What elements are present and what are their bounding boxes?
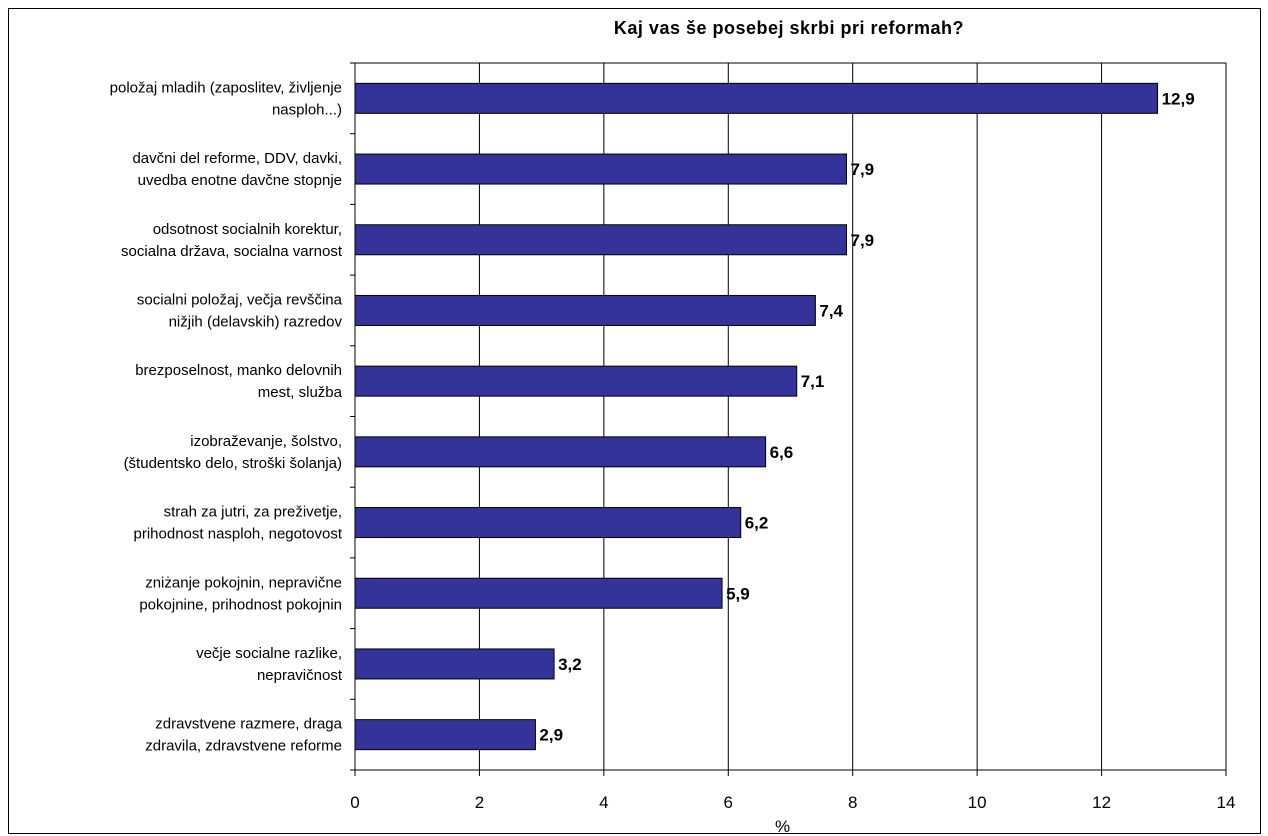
category-label: prihodnost nasploh, negotovost [134,526,343,543]
bar-value-label: 7,9 [850,231,874,250]
category-label: večje socialne razlike, [196,645,342,662]
bar-value-label: 7,1 [801,372,825,391]
category-label: nepravičnost [257,667,343,684]
category-label: zdravila, zdravstvene reforme [145,738,342,755]
bar [355,649,554,679]
category-label: nižjih (delavskih) razredov [169,313,343,330]
bar [355,437,766,467]
x-tick-label: 12 [1092,793,1111,812]
bar-value-label: 7,4 [819,301,843,320]
x-tick-label: 4 [599,793,608,812]
x-tick-label: 8 [848,793,857,812]
category-label: nasploh...) [272,101,342,118]
x-tick-label: 2 [475,793,484,812]
category-label: pokojnine, prihodnost pokojnin [139,596,342,613]
category-label: mest, služba [258,384,343,401]
x-tick-label: 6 [724,793,733,812]
bar-value-label: 3,2 [558,655,582,674]
bar-value-label: 12,9 [1162,89,1195,108]
x-tick-label: 10 [968,793,987,812]
category-label: položaj mladih (zaposlitev, življenje [110,79,342,96]
category-label: strah za jutri, za preživetje, [164,504,342,521]
bar [355,508,741,538]
category-label: izobraževanje, šolstvo, [190,433,342,450]
x-tick-label: 14 [1217,793,1236,812]
category-label: (študentsko delo, stroški šolanja) [124,455,342,472]
bar [355,578,722,608]
bar [355,295,815,325]
bar-value-label: 2,9 [539,726,563,745]
bar [355,225,846,255]
bar-value-label: 5,9 [726,584,750,603]
category-label: brezposelnost, manko delovnih [135,362,342,379]
category-label: socialni položaj, večja revščina [137,291,343,308]
bar-value-label: 7,9 [850,160,874,179]
bar-value-label: 6,2 [745,514,769,533]
x-axis-title: % [775,817,790,836]
category-label: zdravstvene razmere, draga [155,716,342,733]
bar [355,154,846,184]
bar [355,366,797,396]
category-label: socialna država, socialna varnost [121,243,343,260]
bar [355,720,535,750]
category-label: zniżanje pokojnin, nepravične [145,574,342,591]
category-label: davčni del reforme, DDV, davki, [132,150,342,167]
bar [355,83,1158,113]
category-label: uvedba enotne davčne stopnje [138,172,342,189]
bar-value-label: 6,6 [770,443,794,462]
category-label: odsotnost socialnih korektur, [153,221,342,238]
x-tick-label: 0 [350,793,359,812]
